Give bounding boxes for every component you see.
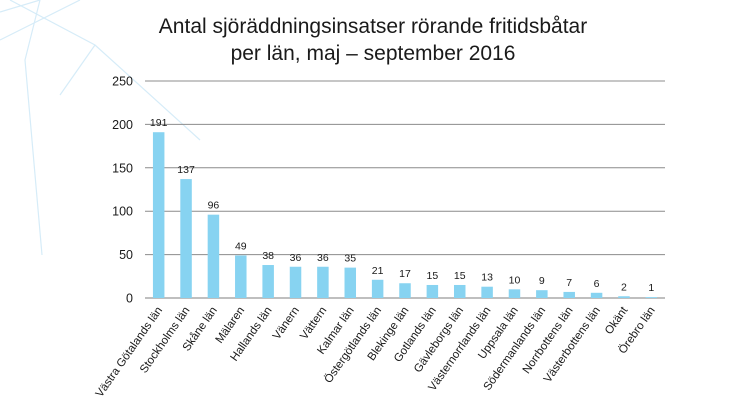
bar bbox=[590, 292, 603, 298]
bar bbox=[235, 255, 247, 298]
data-label: 38 bbox=[262, 250, 274, 262]
gridlines bbox=[145, 80, 665, 299]
x-tick-label: Vänern bbox=[271, 305, 302, 342]
bar bbox=[453, 284, 466, 298]
data-label: 49 bbox=[235, 240, 247, 252]
bar bbox=[152, 132, 165, 298]
data-label: 10 bbox=[509, 274, 521, 286]
bar bbox=[508, 289, 521, 298]
y-tick-label: 50 bbox=[119, 248, 133, 262]
y-tick-label: 150 bbox=[112, 161, 133, 175]
bar bbox=[536, 290, 548, 298]
bar bbox=[645, 297, 658, 298]
bar bbox=[289, 266, 302, 298]
bar bbox=[371, 279, 384, 298]
data-label: 191 bbox=[150, 117, 168, 129]
data-label: 35 bbox=[344, 253, 356, 265]
bar bbox=[344, 267, 357, 298]
data-label: 13 bbox=[481, 272, 493, 284]
bar bbox=[207, 214, 220, 298]
bar bbox=[399, 283, 411, 298]
bar bbox=[317, 266, 329, 298]
data-label: 96 bbox=[208, 200, 220, 212]
data-label: 137 bbox=[177, 164, 195, 176]
data-label: 15 bbox=[454, 270, 466, 282]
data-label: 2 bbox=[621, 281, 627, 293]
bar bbox=[426, 284, 439, 298]
data-label: 21 bbox=[372, 265, 384, 277]
y-tick-label: 0 bbox=[126, 292, 133, 306]
data-label: 1 bbox=[648, 282, 654, 294]
data-label: 36 bbox=[317, 252, 329, 264]
y-axis: 0 50 100 150 200 250 bbox=[112, 75, 133, 306]
y-tick-label: 100 bbox=[112, 205, 133, 219]
data-label: 15 bbox=[427, 270, 439, 282]
data-label: 9 bbox=[539, 275, 545, 287]
bar bbox=[563, 291, 575, 298]
data-label: 17 bbox=[399, 268, 411, 280]
data-label: 7 bbox=[566, 277, 572, 289]
bar bbox=[618, 296, 630, 298]
x-tick-label: Okänt bbox=[603, 304, 631, 337]
bars bbox=[152, 132, 658, 298]
chart-title-line1: Antal sjöräddningsinsatser rörande friti… bbox=[159, 15, 587, 38]
y-tick-label: 200 bbox=[112, 118, 133, 132]
bar bbox=[180, 179, 192, 298]
data-label: 36 bbox=[290, 252, 302, 264]
data-label: 6 bbox=[594, 278, 600, 290]
decorative-background bbox=[0, 0, 201, 256]
chart-title-line2: per län, maj – september 2016 bbox=[231, 42, 516, 65]
bar bbox=[481, 286, 493, 298]
bar bbox=[262, 265, 274, 298]
y-tick-label: 250 bbox=[112, 75, 133, 89]
